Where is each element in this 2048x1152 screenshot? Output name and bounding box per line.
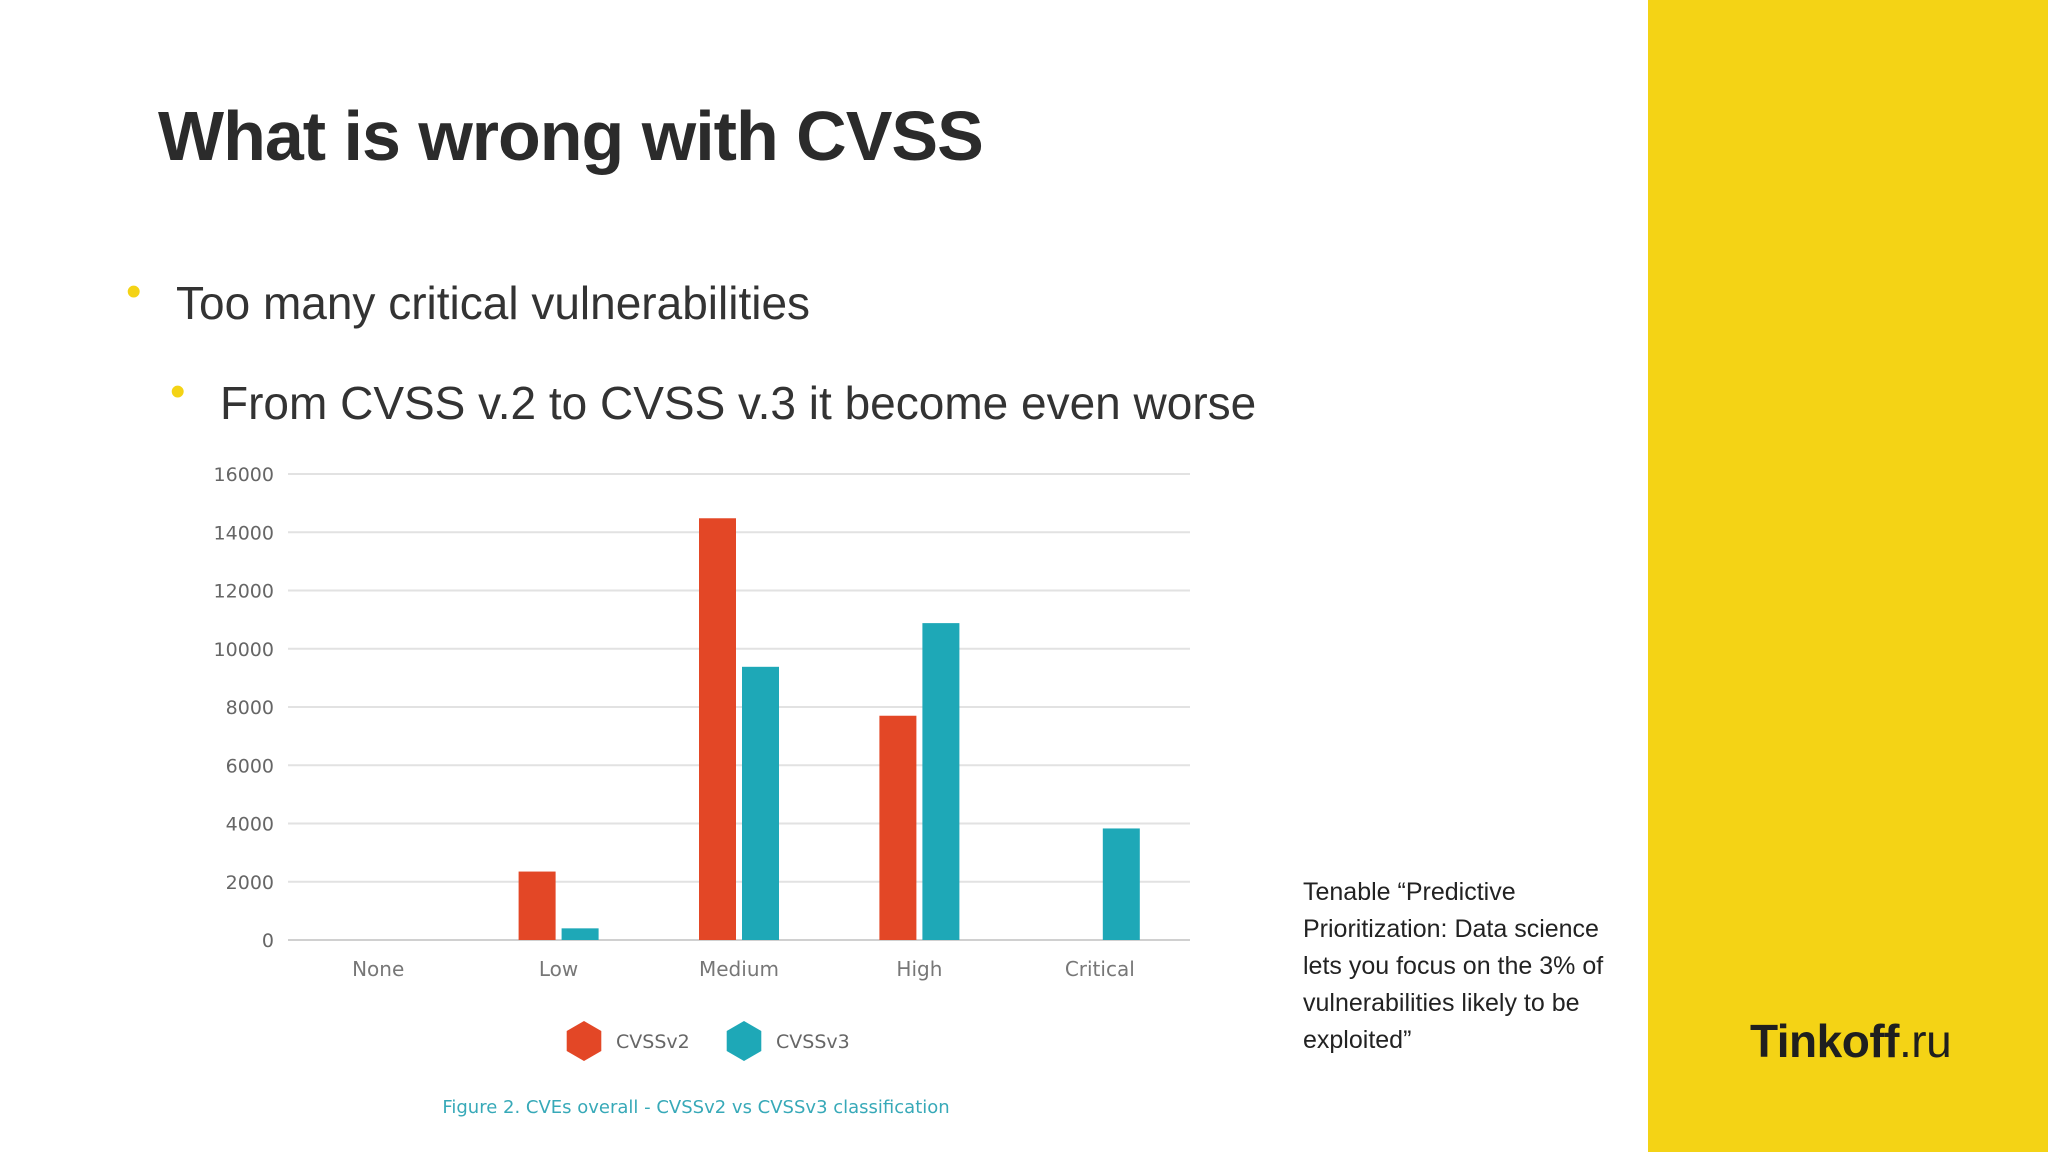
source-note: Tenable “Predictive Prioritization: Data… <box>1303 878 1604 1054</box>
bullet-text: From CVSS v.2 to CVSS v.3 it become even… <box>220 377 1257 429</box>
logo-brand: Tinkoff <box>1750 1015 1899 1067</box>
bullet-dot-icon: • <box>170 367 186 416</box>
legend-hexagon-icon <box>726 1021 762 1061</box>
y-tick-label: 2000 <box>226 872 274 894</box>
bar-cvssv3-low <box>561 928 599 940</box>
y-tick-label: 14000 <box>214 522 274 544</box>
x-tick-label: Critical <box>1065 957 1135 981</box>
bar-cvssv3-critical <box>1102 828 1140 940</box>
y-tick-label: 12000 <box>214 581 274 603</box>
bar-cvssv3-high <box>922 623 960 940</box>
legend-label: CVSSv3 <box>776 1031 850 1053</box>
x-tick-label: High <box>896 957 942 981</box>
chart-caption: Figure 2. CVEs overall - CVSSv2 vs CVSSv… <box>442 1097 949 1118</box>
tinkoff-logo: Tinkoff.ru <box>1750 1014 1952 1068</box>
x-tick-label: Low <box>539 957 578 981</box>
x-tick-label: None <box>352 957 404 981</box>
legend-hexagon-icon <box>566 1021 602 1061</box>
y-tick-label: 4000 <box>226 814 274 836</box>
y-tick-label: 0 <box>262 930 274 952</box>
bar-cvssv2-medium <box>699 518 736 940</box>
bullet-dot-icon: • <box>126 267 142 316</box>
slide-title: What is wrong with CVSS <box>158 97 984 175</box>
bar-cvssv2-low <box>518 871 556 940</box>
bullet-level-2: • From CVSS v.2 to CVSS v.3 it become ev… <box>170 370 1257 430</box>
logo-suffix: .ru <box>1898 1015 1952 1067</box>
bar-cvssv2-high <box>879 715 917 940</box>
bar-cvssv3-medium <box>742 666 779 940</box>
slide: What is wrong with CVSS • Too many criti… <box>126 97 1604 1118</box>
legend-label: CVSSv2 <box>616 1031 690 1053</box>
x-tick-label: Medium <box>699 957 779 981</box>
y-tick-label: 8000 <box>226 697 274 719</box>
y-tick-label: 10000 <box>214 639 274 661</box>
bullet-text: Too many critical vulnerabilities <box>176 277 811 329</box>
yellow-sidebar <box>1648 0 2048 1152</box>
y-tick-label: 16000 <box>214 464 274 486</box>
bullet-level-1: • Too many critical vulnerabilities <box>126 270 811 330</box>
cve-bar-chart: 0 2000 4000 6000 8000 10000 12000 14000 16000 Non… <box>214 464 1190 1118</box>
y-tick-label: 6000 <box>226 755 274 777</box>
